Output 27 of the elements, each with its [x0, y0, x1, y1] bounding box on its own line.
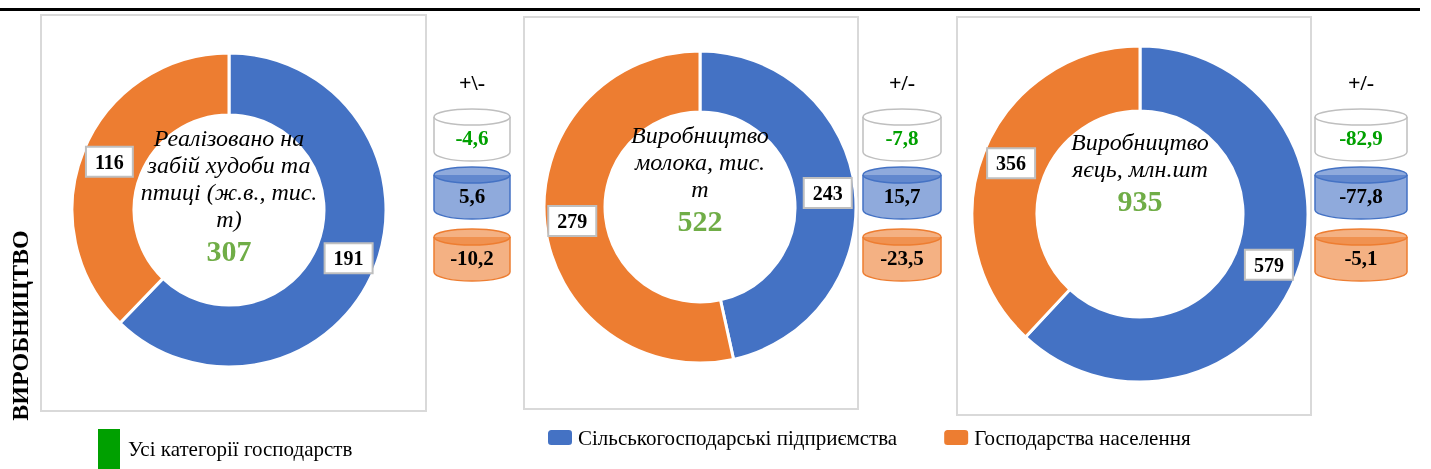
text: Усі категорії господарств	[128, 437, 353, 462]
text: Виробництво яєць, млн.шт	[1070, 129, 1210, 183]
data-label: 191	[333, 247, 364, 270]
text: +/-	[1347, 70, 1375, 96]
data-label: 279	[557, 209, 588, 232]
text: -82,9	[1338, 126, 1384, 151]
text: 15,7	[882, 184, 922, 209]
text: -10,2	[449, 246, 495, 271]
legend-label: Сільськогосподарські підприємства	[578, 425, 898, 450]
data-label: 356	[996, 152, 1027, 175]
legend-label: Господарства населення	[974, 425, 1191, 450]
text: +\-	[458, 70, 486, 96]
text: -77,8	[1338, 184, 1384, 209]
text: ВИРОБНИЦТВО	[6, 229, 34, 423]
data-label: 579	[1253, 253, 1284, 276]
text: 5,6	[457, 184, 487, 209]
text: -7,8	[884, 126, 920, 151]
data-label: 243	[812, 182, 843, 205]
text: -23,5	[879, 246, 925, 271]
text: Виробництво молока, тис. т	[630, 122, 770, 203]
text: -5,1	[1343, 246, 1379, 271]
data-label: 116	[94, 150, 124, 173]
text: 522	[676, 203, 724, 239]
text: 307	[205, 233, 253, 269]
text: -4,6	[454, 126, 490, 151]
text: +/-	[888, 70, 916, 96]
text: 935	[1116, 183, 1164, 219]
